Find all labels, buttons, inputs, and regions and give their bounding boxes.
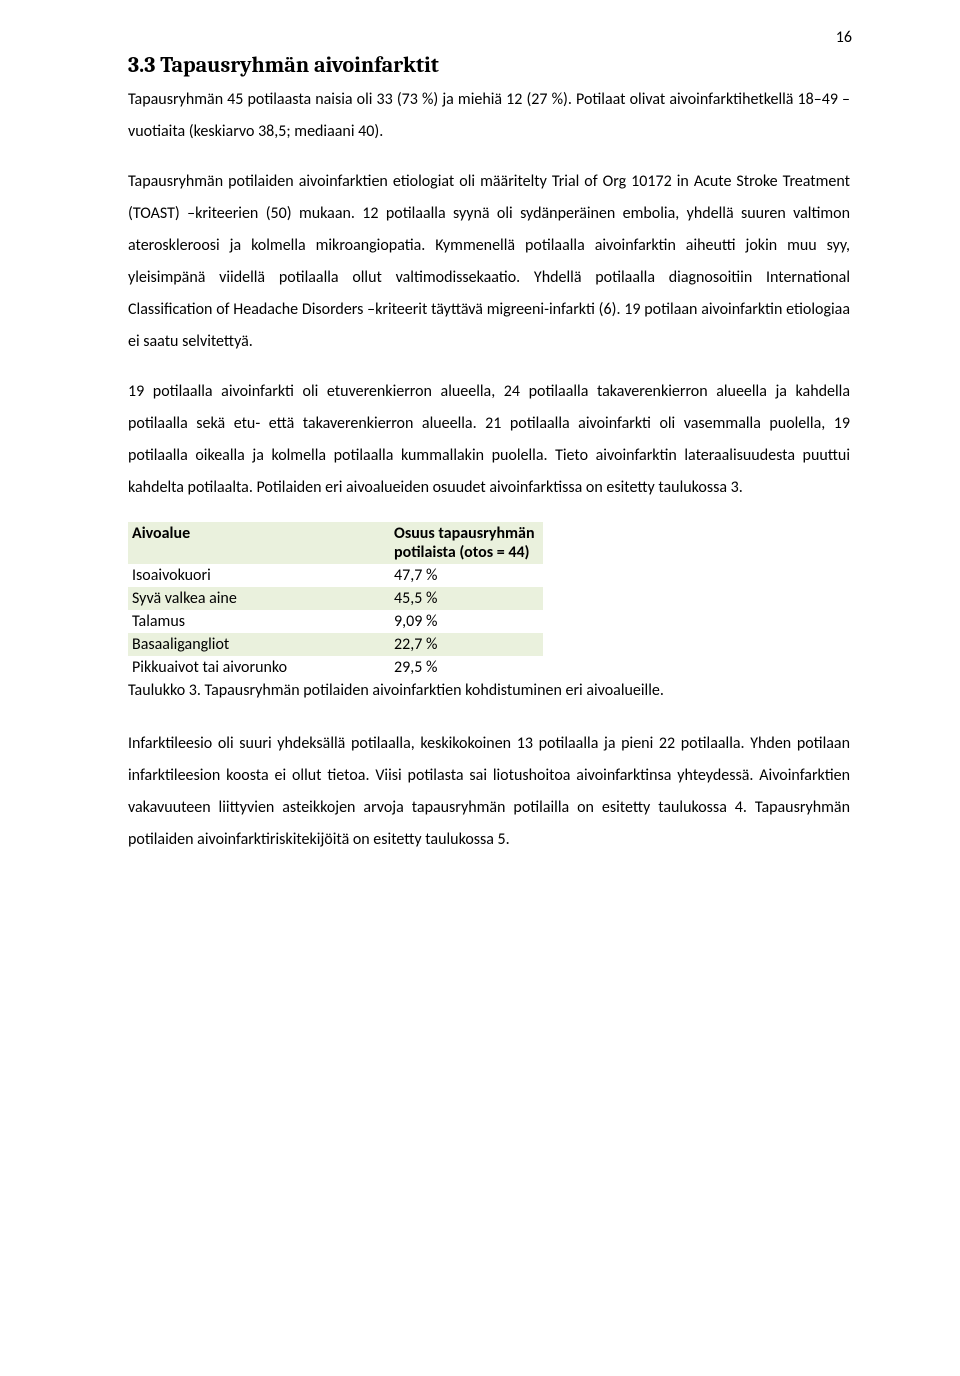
table-row: Isoaivokuori 47,7 % [128, 564, 543, 587]
table-cell-label: Pikkuaivot tai aivorunko [128, 656, 390, 679]
table-cell-label: Isoaivokuori [128, 564, 390, 587]
table-caption: Taulukko 3. Tapausryhmän potilaiden aivo… [128, 681, 850, 700]
table-cell-value: 45,5 % [390, 587, 543, 610]
table-row: Basaaligangliot 22,7 % [128, 633, 543, 656]
table-cell-label: Talamus [128, 610, 390, 633]
table-cell-value: 47,7 % [390, 564, 543, 587]
brain-area-table: Aivoalue Osuus tapausryhmän potilaista (… [128, 522, 543, 679]
table-cell-value: 9,09 % [390, 610, 543, 633]
table-row: Pikkuaivot tai aivorunko 29,5 % [128, 656, 543, 679]
table-header-share: Osuus tapausryhmän potilaista (otos = 44… [390, 522, 543, 564]
page-number: 16 [836, 28, 852, 47]
table-cell-label: Basaaligangliot [128, 633, 390, 656]
table-header-area: Aivoalue [128, 522, 390, 564]
page-content: 3.3 Tapausryhmän aivoinfarktit Tapausryh… [0, 0, 960, 906]
table-cell-label: Syvä valkea aine [128, 587, 390, 610]
table-row: Syvä valkea aine 45,5 % [128, 587, 543, 610]
table-row: Talamus 9,09 % [128, 610, 543, 633]
table-cell-value: 29,5 % [390, 656, 543, 679]
table-cell-value: 22,7 % [390, 633, 543, 656]
section-heading: 3.3 Tapausryhmän aivoinfarktit [128, 52, 850, 78]
paragraph-1: Tapausryhmän 45 potilaasta naisia oli 33… [128, 84, 850, 148]
paragraph-4: Infarktileesio oli suuri yhdeksällä poti… [128, 728, 850, 856]
paragraph-3: 19 potilaalla aivoinfarkti oli etuverenk… [128, 376, 850, 504]
paragraph-2: Tapausryhmän potilaiden aivoinfarktien e… [128, 166, 850, 358]
table-header-row: Aivoalue Osuus tapausryhmän potilaista (… [128, 522, 543, 564]
